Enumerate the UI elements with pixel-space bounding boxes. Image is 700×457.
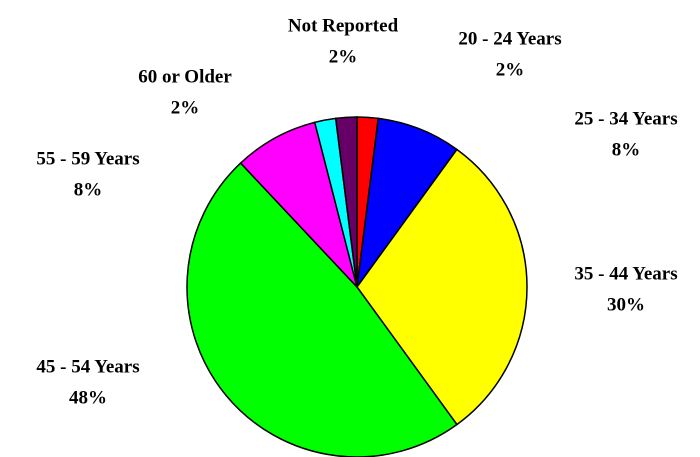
- slice-label: 35 - 44 Years: [574, 263, 677, 284]
- slice-label: 60 or Older: [138, 66, 232, 87]
- pie-slice: [356, 148, 528, 426]
- slice-value-label: 2%: [329, 46, 358, 67]
- pie-slice: [186, 162, 458, 457]
- slice-value-label: 30%: [607, 294, 645, 315]
- slice-value-label: 8%: [74, 179, 103, 200]
- slice-value-label: 2%: [171, 97, 200, 118]
- slice-value-label: 8%: [612, 139, 641, 160]
- slice-label: 25 - 34 Years: [574, 108, 677, 129]
- slice-value-label: 2%: [496, 59, 525, 80]
- slice-label: Not Reported: [288, 15, 399, 36]
- slice-label: 20 - 24 Years: [458, 28, 561, 49]
- slice-label: 55 - 59 Years: [36, 148, 139, 169]
- pie-slice: [334, 116, 358, 288]
- slice-value-label: 48%: [69, 387, 107, 408]
- slice-label: 45 - 54 Years: [36, 356, 139, 377]
